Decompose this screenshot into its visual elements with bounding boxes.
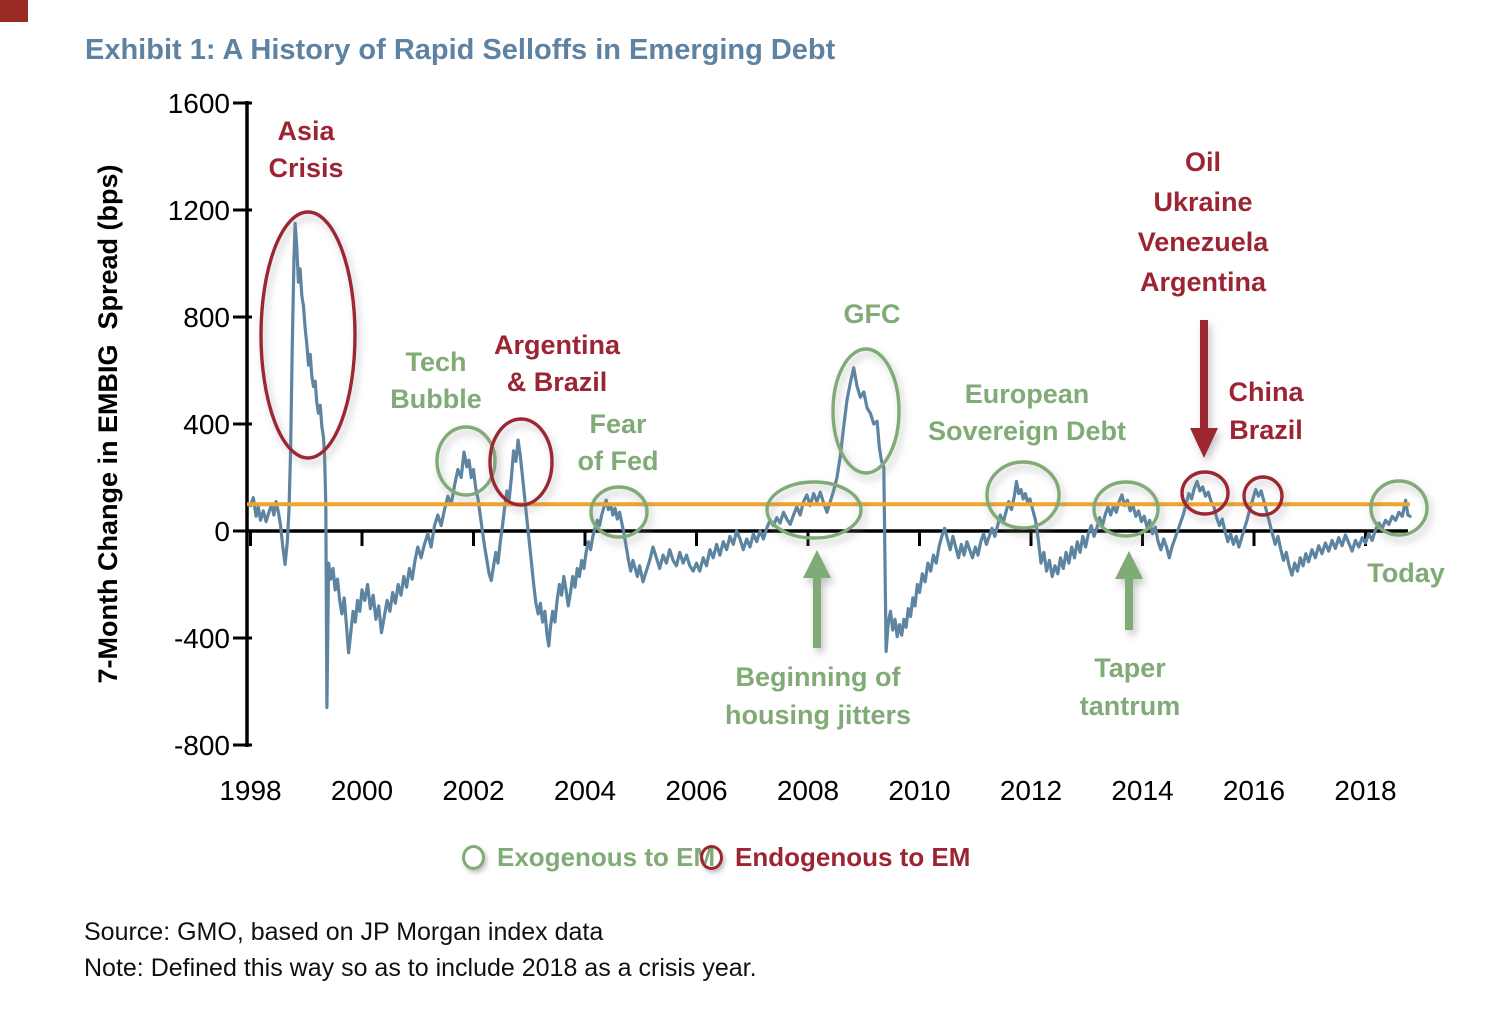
x-tick-label: 2012 bbox=[1000, 775, 1062, 806]
annotation-arrow-taper-tantrum-arrow bbox=[1115, 551, 1143, 630]
y-tick-label: 400 bbox=[183, 409, 230, 440]
annotation-circle-argentina-brazil bbox=[488, 417, 554, 507]
annotation-circle-asia-crisis bbox=[259, 210, 357, 460]
note-line: Note: Defined this way so as to include … bbox=[84, 954, 757, 982]
x-tick-label: 2010 bbox=[888, 775, 950, 806]
x-tick-label: 2002 bbox=[442, 775, 504, 806]
annotation-label-oil-ukraine-venezuela-argentina: Oil Ukraine Venezuela Argentina bbox=[1138, 147, 1270, 297]
x-tick-label: 2006 bbox=[665, 775, 727, 806]
housing-jitters-arrow-head bbox=[803, 550, 831, 578]
annotation-label-european-sovereign-debt: European Sovereign Debt bbox=[928, 379, 1126, 446]
annotation-arrow-housing-jitters-arrow bbox=[803, 550, 831, 648]
x-tick-label: 2008 bbox=[777, 775, 839, 806]
x-tick-label: 2000 bbox=[331, 775, 393, 806]
x-tick-label: 2014 bbox=[1111, 775, 1173, 806]
y-tick-label: 800 bbox=[183, 302, 230, 333]
taper-tantrum-arrow-head bbox=[1115, 551, 1143, 579]
annotation-label-fear-of-fed: Fear of Fed bbox=[578, 409, 659, 476]
oil-annotation-arrow-head bbox=[1190, 428, 1218, 458]
annotation-circle-beginning-of-housing-jitters bbox=[765, 480, 863, 540]
annotation-label-china-brazil: China Brazil bbox=[1228, 377, 1304, 445]
annotation-label-gfc: GFC bbox=[844, 299, 901, 329]
x-tick-label: 2004 bbox=[554, 775, 616, 806]
y-tick-label: -400 bbox=[174, 623, 230, 654]
legend-label-exogenous: Exogenous to EM bbox=[497, 841, 716, 872]
annotation-circle-today bbox=[1369, 479, 1429, 537]
x-tick-label: 2016 bbox=[1223, 775, 1285, 806]
annotation-label-today: Today bbox=[1367, 558, 1445, 588]
y-tick-label: 0 bbox=[214, 516, 230, 547]
source-line: Source: GMO, based on JP Morgan index da… bbox=[84, 918, 604, 946]
annotation-circle-taper-tantrum bbox=[1092, 480, 1160, 538]
exogenous-marker-icon bbox=[462, 844, 485, 870]
x-tick-label: 2018 bbox=[1334, 775, 1396, 806]
annotation-circle-tech-bubble bbox=[435, 425, 497, 497]
x-tick-label: 1998 bbox=[219, 775, 281, 806]
annotation-circle-gfc bbox=[831, 347, 901, 475]
y-tick-label: 1600 bbox=[168, 88, 230, 119]
annotation-label-argentina-brazil: Argentina & Brazil bbox=[494, 330, 621, 397]
annotation-label-beginning-of-housing-jitters: Beginning of housing jitters bbox=[725, 662, 911, 730]
corner-accent-mark bbox=[0, 0, 28, 22]
legend-item-exogenous: Exogenous to EM bbox=[462, 841, 716, 872]
y-tick-label: 1200 bbox=[168, 195, 230, 226]
annotation-circle-china-brazil bbox=[1242, 475, 1284, 517]
annotation-circle-fear-of-fed bbox=[589, 485, 649, 539]
annotation-label-taper-tantrum: Taper tantrum bbox=[1080, 653, 1181, 721]
annotation-circle-european-sovereign-debt bbox=[985, 460, 1061, 530]
annotation-label-tech-bubble: Tech Bubble bbox=[390, 347, 482, 414]
legend-item-endogenous: Endogenous to EM bbox=[700, 841, 971, 872]
legend-label-endogenous: Endogenous to EM bbox=[735, 841, 971, 872]
annotation-arrow-oil-annotation-arrow bbox=[1190, 320, 1218, 458]
annotation-circle-oil-ukraine-venezuela-argentina bbox=[1180, 470, 1230, 516]
endogenous-marker-icon bbox=[700, 844, 723, 870]
page-title: Exhibit 1: A History of Rapid Selloffs i… bbox=[85, 34, 836, 66]
annotation-label-asia-crisis: Asia Crisis bbox=[268, 116, 343, 183]
y-tick-label: -800 bbox=[174, 730, 230, 761]
embig-spread-series-line bbox=[248, 221, 1412, 710]
